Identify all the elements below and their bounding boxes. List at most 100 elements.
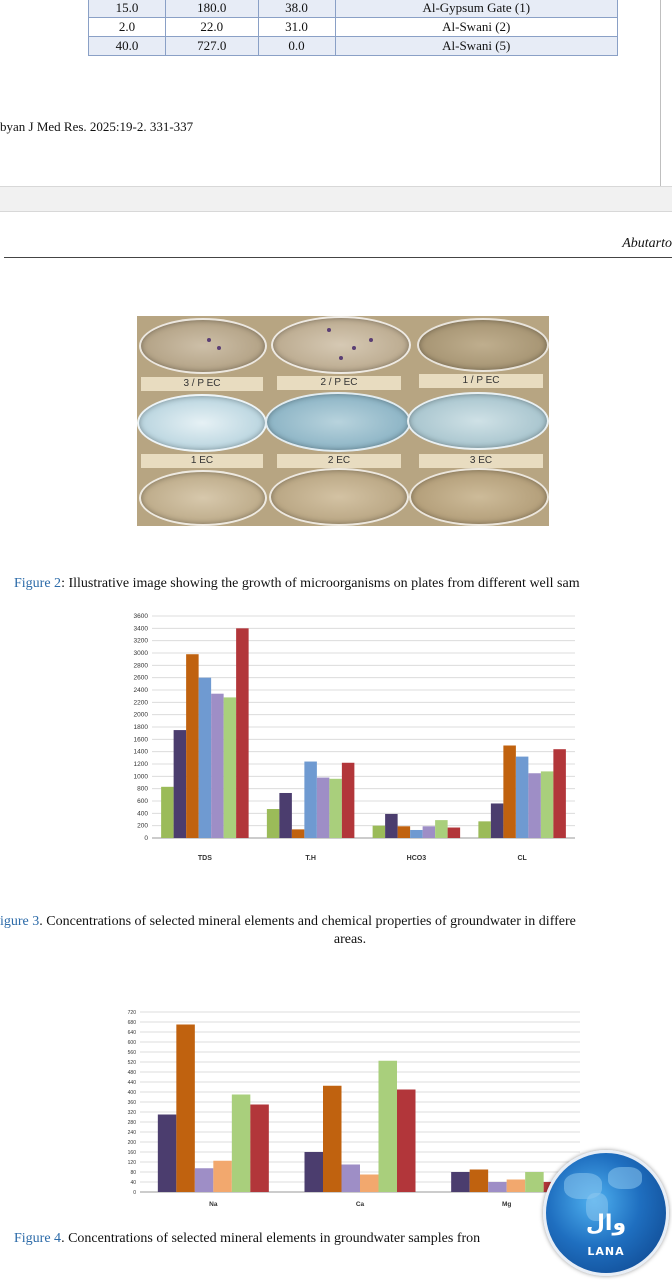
y-tick-label: 2000	[134, 712, 149, 719]
page-edge-divider	[660, 0, 661, 188]
bar	[194, 1168, 214, 1192]
page-break-band	[0, 186, 672, 212]
bar	[323, 1085, 342, 1192]
petri-plate	[417, 318, 549, 372]
bar	[469, 1169, 489, 1192]
bar	[451, 1172, 470, 1192]
x-category-label: T.H	[305, 855, 316, 862]
y-tick-label: 520	[128, 1060, 137, 1066]
figure-2-label: Figure 2	[14, 576, 62, 591]
figure-2-text: : Illustrative image showing the growth …	[61, 576, 580, 591]
bar	[186, 654, 199, 838]
bar	[291, 829, 305, 838]
table-cell: 40.0	[88, 36, 166, 56]
plate-label: 3 EC	[419, 454, 543, 468]
plate-label: 2 / P EC	[277, 376, 401, 390]
y-tick-label: 160	[128, 1150, 137, 1156]
bar	[231, 1094, 251, 1192]
y-tick-label: 640	[128, 1030, 137, 1036]
table-cell: Al-Swani (5)	[334, 36, 618, 56]
y-tick-label: 400	[128, 1090, 137, 1096]
plate-label: 1 EC	[141, 454, 263, 468]
bar	[279, 792, 292, 838]
y-tick-label: 1800	[134, 724, 149, 731]
bar	[173, 730, 187, 838]
bar	[447, 827, 461, 838]
bar	[397, 1089, 416, 1192]
x-category-label: TDS	[198, 855, 212, 862]
running-head: Abutarto	[622, 236, 672, 251]
bar	[515, 756, 529, 838]
y-tick-label: 200	[137, 823, 148, 830]
petri-plate	[265, 392, 411, 452]
y-tick-label: 3600	[134, 613, 149, 620]
petri-plate	[269, 468, 409, 526]
y-tick-label: 2800	[134, 662, 149, 669]
y-tick-label: 2600	[134, 675, 149, 682]
colony	[352, 346, 356, 350]
petri-plate	[407, 392, 549, 450]
table-cell: 727.0	[164, 36, 259, 56]
y-tick-label: 40	[130, 1180, 136, 1186]
y-tick-label: 120	[128, 1160, 137, 1166]
table-cell: 38.0	[257, 0, 336, 18]
colony	[207, 338, 211, 342]
y-tick-label: 600	[137, 798, 148, 805]
bar	[211, 693, 224, 838]
bar	[540, 771, 554, 838]
header-rule	[4, 257, 672, 258]
figure-4-label: Figure 4	[14, 1231, 62, 1246]
lana-logo: وال LANA	[543, 1150, 669, 1276]
y-tick-label: 400	[137, 810, 148, 817]
table-cell: 15.0	[88, 0, 166, 18]
figure-3-caption-line2: areas.	[333, 932, 367, 947]
y-tick-label: 200	[128, 1140, 137, 1146]
y-tick-label: 1000	[134, 773, 149, 780]
bar	[341, 1164, 360, 1192]
x-category-label: CL	[517, 855, 527, 862]
bar	[553, 749, 566, 838]
bar	[378, 1060, 397, 1192]
y-tick-label: 280	[128, 1120, 137, 1126]
y-tick-label: 440	[128, 1080, 137, 1086]
table-cell: 180.0	[164, 0, 259, 18]
table-cell: Al-Gypsum Gate (1)	[334, 0, 618, 18]
figure-3-caption: igure 3. Concentrations of selected mine…	[0, 914, 576, 930]
bar	[223, 697, 237, 838]
y-tick-label: 240	[128, 1130, 137, 1136]
y-tick-label: 320	[128, 1110, 137, 1116]
y-tick-label: 1200	[134, 761, 149, 768]
table-cell: 31.0	[257, 17, 336, 37]
journal-citation: byan J Med Res. 2025:19-2. 331-337	[0, 119, 194, 134]
bar	[372, 825, 386, 838]
x-category-label: Mg	[502, 1201, 511, 1208]
bar	[397, 826, 411, 838]
y-tick-label: 360	[128, 1100, 137, 1106]
y-tick-label: 0	[144, 835, 148, 842]
bar	[528, 773, 541, 838]
bar	[503, 745, 516, 838]
y-tick-label: 480	[128, 1070, 137, 1076]
bar	[236, 628, 249, 838]
table-cell: Al-Swani (2)	[334, 17, 618, 37]
petri-plates-photo: 3 / P EC 2 / P EC 1 / P EC 1 EC 2 EC 3 E…	[137, 316, 549, 526]
petri-plate	[139, 470, 267, 526]
y-tick-label: 2200	[134, 699, 149, 706]
x-category-label: Na	[209, 1201, 218, 1208]
y-tick-label: 600	[128, 1040, 137, 1046]
bar	[304, 1152, 323, 1192]
data-table: 15.0 180.0 38.0 Al-Gypsum Gate (1) 2.0 2…	[88, 0, 618, 56]
figure-4-text: . Concentrations of selected mineral ele…	[61, 1231, 481, 1246]
y-tick-label: 80	[130, 1170, 136, 1176]
bar	[360, 1174, 379, 1192]
bar	[250, 1104, 269, 1192]
colony	[339, 356, 343, 360]
figure-4-caption: Figure 4. Concentrations of selected min…	[14, 1231, 480, 1247]
plate-label: 1 / P EC	[419, 374, 543, 388]
figure-3-label: igure 3	[0, 914, 40, 929]
petri-plate	[139, 318, 267, 374]
bar	[478, 821, 491, 838]
bar	[161, 786, 174, 838]
table-row: 2.0 22.0 31.0 Al-Swani (2)	[88, 17, 618, 37]
logo-arabic-text: وال	[585, 1211, 627, 1236]
